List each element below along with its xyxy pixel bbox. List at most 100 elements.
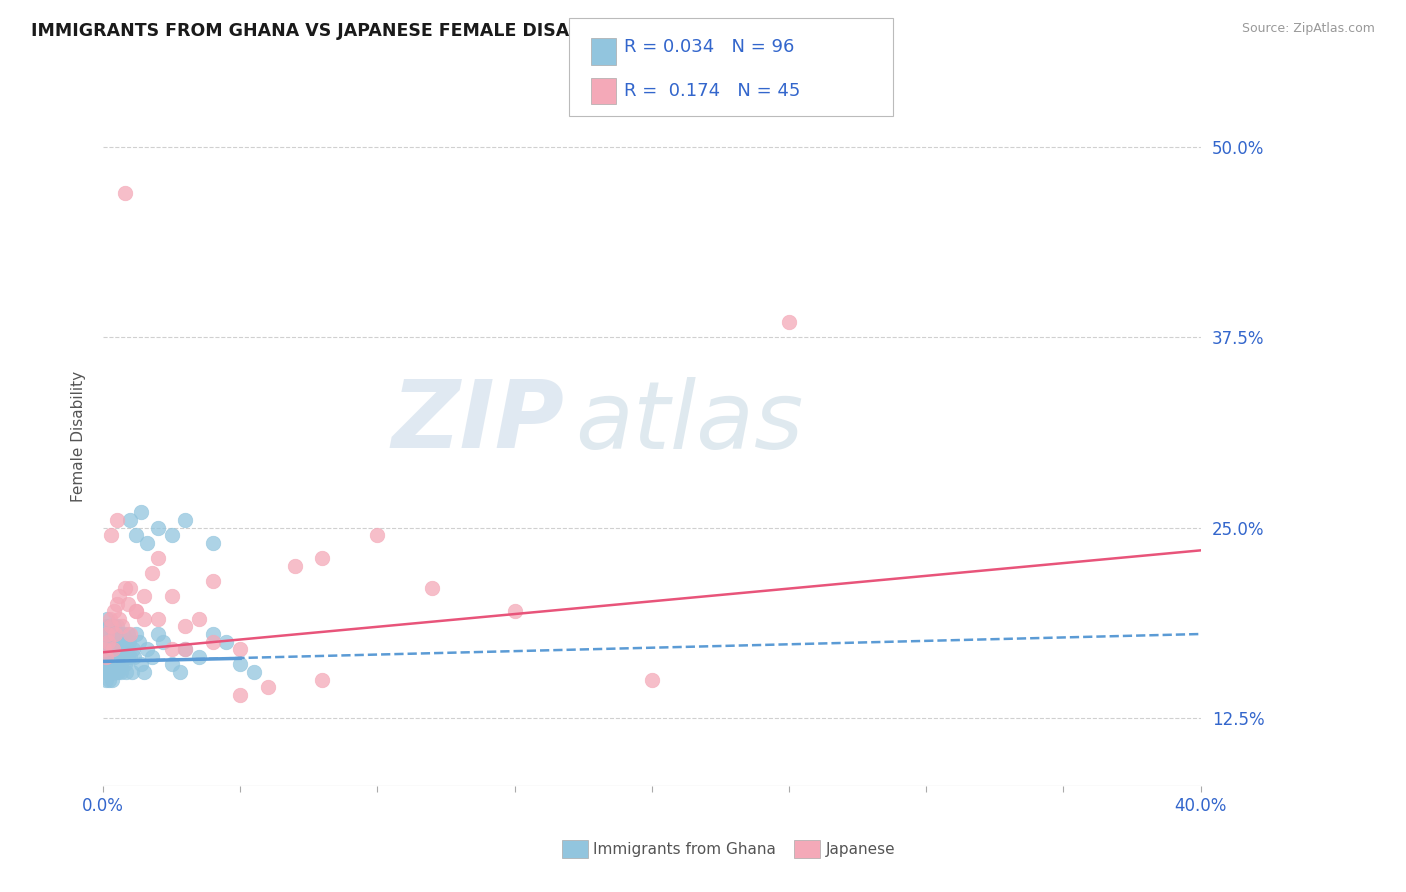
Point xyxy=(128,634,150,648)
Point xyxy=(256,680,278,694)
Point xyxy=(104,665,127,679)
Point xyxy=(112,634,135,648)
Point xyxy=(101,634,124,648)
Point xyxy=(284,558,307,573)
Point xyxy=(122,642,145,657)
Point xyxy=(98,619,121,633)
Point xyxy=(103,619,125,633)
Point xyxy=(93,649,115,664)
Point xyxy=(97,634,120,648)
Point xyxy=(101,657,124,672)
Point xyxy=(97,634,120,648)
Point xyxy=(108,634,131,648)
Point xyxy=(96,642,118,657)
Point xyxy=(111,619,134,633)
Point xyxy=(146,551,169,566)
Point xyxy=(188,612,211,626)
Point xyxy=(125,528,148,542)
Point xyxy=(97,649,120,664)
Point xyxy=(160,589,183,603)
Point xyxy=(96,634,118,648)
Point xyxy=(93,642,115,657)
Point xyxy=(100,665,122,679)
Point xyxy=(120,513,142,527)
Point xyxy=(98,642,121,657)
Point xyxy=(103,634,125,648)
Text: IMMIGRANTS FROM GHANA VS JAPANESE FEMALE DISABILITY CORRELATION CHART: IMMIGRANTS FROM GHANA VS JAPANESE FEMALE… xyxy=(31,22,846,40)
Point xyxy=(96,673,118,687)
Point xyxy=(107,665,129,679)
Point xyxy=(125,604,148,618)
Point xyxy=(114,582,136,596)
Point xyxy=(124,649,146,664)
Point xyxy=(105,513,128,527)
Point xyxy=(243,665,266,679)
Point xyxy=(141,649,163,664)
Point xyxy=(94,657,117,672)
Point xyxy=(132,612,155,626)
Point xyxy=(229,657,252,672)
Point xyxy=(104,627,127,641)
Point xyxy=(94,665,117,679)
Point xyxy=(215,634,238,648)
Point xyxy=(100,627,122,641)
Point xyxy=(97,657,120,672)
Point xyxy=(104,657,127,672)
Point xyxy=(101,627,124,641)
Point xyxy=(94,619,117,633)
Point xyxy=(105,657,128,672)
Point xyxy=(108,612,131,626)
Point xyxy=(112,627,135,641)
Point xyxy=(311,673,333,687)
Point xyxy=(97,673,120,687)
Point xyxy=(100,619,122,633)
Point xyxy=(114,665,136,679)
Point xyxy=(101,673,124,687)
Point xyxy=(120,582,142,596)
Point xyxy=(97,665,120,679)
Text: Japanese: Japanese xyxy=(825,842,896,856)
Point xyxy=(641,673,664,687)
Point xyxy=(114,186,136,200)
Point xyxy=(96,612,118,626)
Text: R =  0.174   N = 45: R = 0.174 N = 45 xyxy=(624,82,800,100)
Point xyxy=(146,627,169,641)
Point xyxy=(96,649,118,664)
Point xyxy=(101,649,124,664)
Point xyxy=(104,627,127,641)
Point xyxy=(160,657,183,672)
Point xyxy=(201,574,224,588)
Point xyxy=(100,528,122,542)
Point xyxy=(131,657,153,672)
Point xyxy=(503,604,526,618)
Text: Source: ZipAtlas.com: Source: ZipAtlas.com xyxy=(1241,22,1375,36)
Point xyxy=(105,597,128,611)
Point xyxy=(103,642,125,657)
Point xyxy=(111,649,134,664)
Point xyxy=(108,627,131,641)
Point xyxy=(174,513,197,527)
Point xyxy=(160,642,183,657)
Point xyxy=(101,634,124,648)
Point xyxy=(104,649,127,664)
Point xyxy=(101,642,124,657)
Point xyxy=(146,612,169,626)
Point xyxy=(118,634,141,648)
Point xyxy=(103,665,125,679)
Text: ZIP: ZIP xyxy=(391,376,564,468)
Point xyxy=(105,619,128,633)
Point xyxy=(97,642,120,657)
Point xyxy=(229,688,252,702)
Point xyxy=(108,642,131,657)
Point xyxy=(125,627,148,641)
Point xyxy=(104,642,127,657)
Point xyxy=(103,657,125,672)
Point xyxy=(201,535,224,549)
Point xyxy=(96,627,118,641)
Point xyxy=(111,642,134,657)
Point xyxy=(103,604,125,618)
Point xyxy=(110,657,132,672)
Point xyxy=(169,665,191,679)
Text: R = 0.034   N = 96: R = 0.034 N = 96 xyxy=(624,38,794,56)
Point xyxy=(125,604,148,618)
